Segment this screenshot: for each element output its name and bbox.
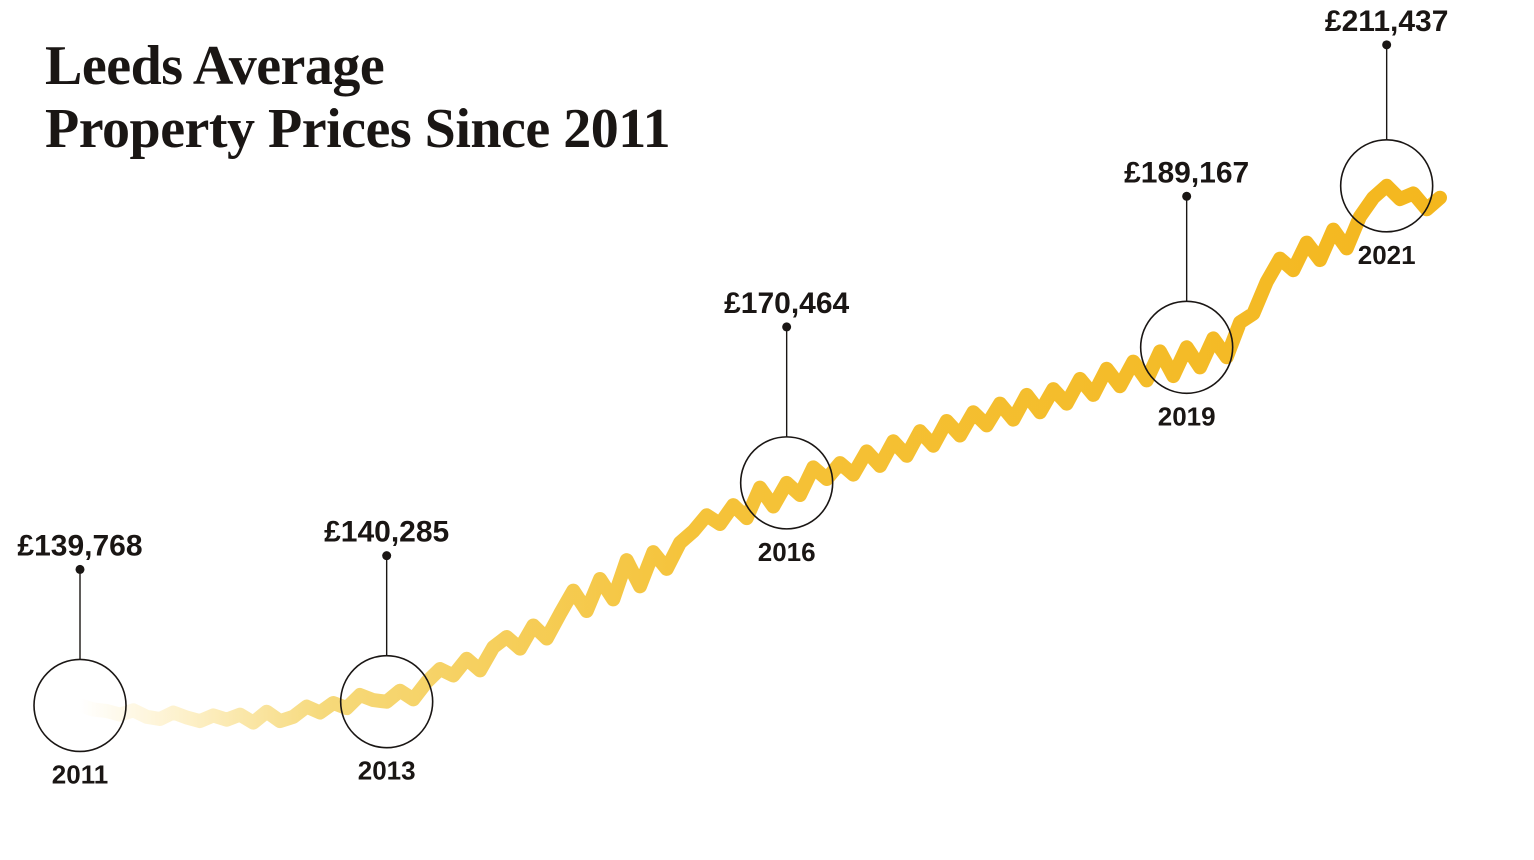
callout-dot — [1382, 40, 1391, 49]
callout-price-label: £139,768 — [17, 529, 142, 562]
callout-year-label: 2016 — [758, 537, 816, 567]
callout-year-label: 2019 — [1158, 401, 1216, 431]
callout-dot — [76, 565, 85, 574]
callout-year-label: 2011 — [52, 759, 108, 789]
callout-price-label: £211,437 — [1325, 5, 1448, 38]
callout-price-label: £170,464 — [724, 287, 849, 320]
callout-price-label: £189,167 — [1124, 156, 1249, 189]
price-line-chart: £139,768 2011 £140,285 2013 £170,464 2016 £189… — [0, 0, 1534, 860]
price-line — [80, 186, 1440, 723]
callout-dot — [782, 322, 791, 331]
callout-year-label: 2021 — [1358, 240, 1416, 270]
callout-dot — [1182, 192, 1191, 201]
callout-price-label: £140,285 — [324, 516, 449, 549]
callout-year-label: 2013 — [358, 756, 416, 786]
callout-dot — [382, 551, 391, 560]
